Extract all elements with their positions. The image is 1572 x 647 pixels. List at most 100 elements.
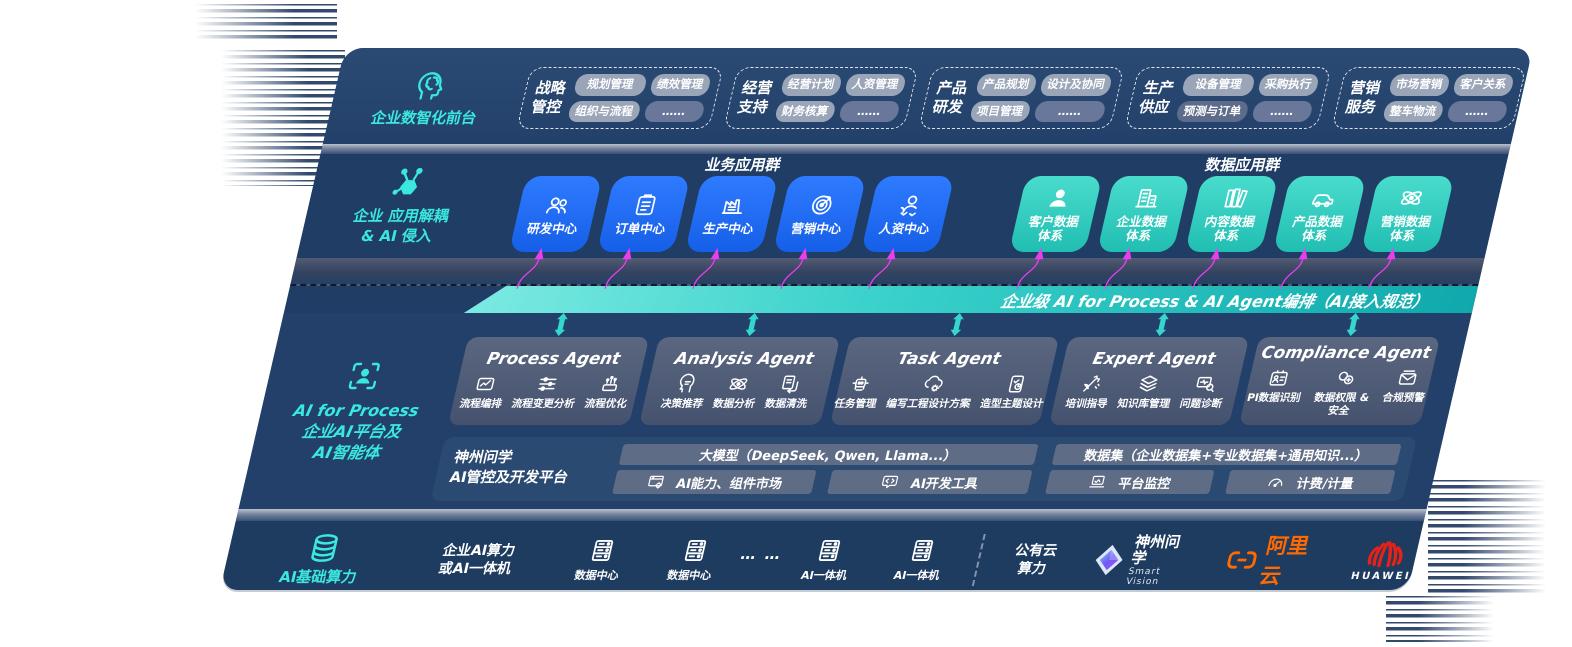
- cloud-gear-icon: [919, 373, 946, 395]
- node-ai-appliance-2: AI一体机: [877, 537, 962, 583]
- pill-more: ……: [1445, 100, 1509, 122]
- head-idea-icon: [673, 373, 700, 395]
- pill: 设计及协同: [1038, 74, 1113, 96]
- cell-monitor: 平台监控: [1044, 470, 1215, 494]
- pill: 规划管理: [573, 74, 648, 96]
- dataset-bar: 数据集（企业数据集+专业数据集+通用知识...）: [1051, 444, 1402, 465]
- tile-content-data: 内容数据 体系: [1184, 176, 1279, 252]
- tile-marketing-data: 营销数据 体系: [1360, 176, 1455, 252]
- car-icon: [1307, 185, 1339, 211]
- public-cloud-label: 公有云 算力: [1013, 542, 1059, 577]
- cell-ai-tools: AI开发工具: [827, 470, 1033, 494]
- window-gear-icon: [644, 473, 666, 491]
- agent-cards: Process Agent 流程编排 流程变更分析 流程优化 Analysis …: [447, 337, 1441, 425]
- person-icon: [1043, 185, 1075, 211]
- app-band: 企业 应用解耦 & AI 侵入 业务应用群 研发中心 订单中心: [296, 154, 1509, 258]
- tile-hr-center: 人资中心: [860, 176, 955, 252]
- aliyun-logo: 阿里云: [1220, 530, 1323, 590]
- robot-grid-icon: [846, 373, 873, 395]
- platform-name: 神州问学 AI管控及开发平台: [447, 450, 570, 486]
- pill: 整车物流: [1381, 100, 1445, 122]
- alert-mail-icon: [1395, 367, 1422, 389]
- tile-production-center: 生产中心: [684, 176, 779, 252]
- decouple-side-label: 企业 应用解耦 & AI 侵入: [297, 154, 511, 258]
- infra-band: AI基础算力 企业AI算力 或AI一体机 数据中心 数据中心 … … AI一体机: [219, 521, 1424, 590]
- node-ai-appliance-1: AI一体机: [785, 537, 870, 583]
- deco-stripes-top-left: [195, 4, 337, 40]
- model-bar: 大模型（DeepSeek, Qwen, Llama...）: [618, 444, 1039, 465]
- slab-edge-1: [320, 144, 1511, 154]
- data-header: 数据应用群: [1203, 156, 1283, 174]
- pill: 客户关系: [1451, 74, 1515, 96]
- platform-box: 神州问学 AI管控及开发平台 大模型（DeepSeek, Qwen, Llama…: [430, 437, 1418, 501]
- server-icon: [678, 537, 711, 564]
- group-strategy-control: 战略 管控 规划管理 绩效管理 组织与流程 ……: [516, 67, 724, 129]
- front-office-side-label: 企业数智化前台: [326, 68, 530, 129]
- atom-icon: [725, 373, 752, 395]
- code-chat-icon: [879, 473, 901, 491]
- tile-rd-center: 研发中心: [508, 176, 603, 252]
- data-app-group: 数据应用群 客户数据 体系 企业数据 体系: [987, 154, 1481, 258]
- pill: 产品规划: [974, 74, 1038, 96]
- agent-card-expert: Expert Agent 培训指导 知识库管理 问题诊断: [1048, 337, 1250, 425]
- teal-double-arrow-icon: [1342, 313, 1363, 336]
- pill: 设备管理: [1181, 74, 1256, 96]
- tile-customer-data: 客户数据 体系: [1008, 176, 1103, 252]
- teal-double-arrow-icon: [551, 313, 572, 336]
- infra-label: AI基础算力: [277, 568, 359, 587]
- agent-card-analysis: Analysis Agent 决策推荐 数据分析 数据清洗: [638, 337, 840, 425]
- tile-marketing-center: 营销中心: [772, 176, 867, 252]
- front-office-groups: 战略 管控 规划管理 绩效管理 组织与流程 …… 经营 支持 经营计划 人资管理 财…: [516, 67, 1533, 129]
- pill: 组织与流程: [566, 100, 642, 122]
- pill-more: ……: [642, 100, 706, 122]
- pill: 市场营销: [1387, 74, 1451, 96]
- training-icon: [1077, 373, 1104, 395]
- sliders-icon: [534, 373, 561, 395]
- orchestration-bar: 企业级 AI for Process & AI Agent编排（AI接入规范）: [464, 286, 1478, 313]
- teal-double-arrow-icon: [947, 313, 968, 336]
- tile-order-center: 订单中心: [596, 176, 691, 252]
- node-datacenter-2: 数据中心: [650, 537, 735, 583]
- group-operation-support: 经营 支持 经营计划 人资管理 财务核算 ……: [722, 67, 919, 129]
- pill: 采购执行: [1256, 74, 1320, 96]
- pill-more: ……: [1032, 100, 1107, 122]
- teal-double-arrow-icon: [1151, 313, 1172, 336]
- business-app-group: 业务应用群 研发中心 订单中心: [487, 154, 981, 258]
- pill: 人资管理: [843, 74, 907, 96]
- cell-billing: 计费/计量: [1225, 470, 1396, 494]
- tile-enterprise-data: 企业数据 体系: [1096, 176, 1191, 252]
- diagnose-icon: [1192, 373, 1219, 395]
- agent-card-compliance: Compliance Agent PI数据识别 数据权限 & 安全 合规预警: [1239, 337, 1441, 425]
- pill: 财务核算: [773, 100, 837, 122]
- huawei-flower-icon: [1362, 539, 1411, 569]
- smartvision-diamond-icon: [1095, 544, 1123, 576]
- pill-more: ……: [1250, 100, 1314, 122]
- optimize-icon: [597, 373, 624, 395]
- deco-stripes-right: [1428, 480, 1546, 594]
- teal-double-arrow-icon: [742, 313, 763, 336]
- tile-product-data: 产品数据 体系: [1272, 176, 1367, 252]
- cell-ai-market: AI能力、组件市场: [612, 470, 817, 494]
- target-icon: [806, 192, 838, 218]
- molecule-icon: [388, 166, 430, 200]
- agent-card-task: Task Agent 任务管理 编写工程设计方案 造型主题设计: [829, 337, 1059, 425]
- database-icon: [305, 532, 344, 564]
- pill: 绩效管理: [648, 74, 712, 96]
- business-header: 业务应用群: [703, 156, 783, 174]
- server-icon: [906, 537, 939, 564]
- group-production-supply: 生产 供应 设备管理 采购执行 预测与订单 ……: [1124, 67, 1332, 129]
- agent-platform-band: AI for Process 企业AI平台及 AI智能体 Process Age…: [238, 313, 1472, 509]
- architecture-panel: 企业数智化前台 战略 管控 规划管理 绩效管理 组织与流程 …… 经营 支持 经营计…: [219, 48, 1534, 590]
- permission-icon: [1333, 367, 1360, 389]
- hr-people-icon: [894, 192, 926, 218]
- agent-card-process: Process Agent 流程编排 流程变更分析 流程优化: [447, 337, 650, 425]
- clipboard-icon: [630, 192, 662, 218]
- server-icon: [813, 537, 846, 564]
- group-marketing-service: 营销 服务 市场营销 客户关系 整车物流 ……: [1330, 67, 1527, 129]
- huawei-logo: HUAWEI: [1350, 539, 1420, 582]
- ellipsis: … …: [738, 545, 785, 563]
- dashed-divider: [971, 534, 986, 586]
- atom-icon: [1395, 185, 1427, 211]
- aliyun-bracket-icon: [1224, 548, 1260, 572]
